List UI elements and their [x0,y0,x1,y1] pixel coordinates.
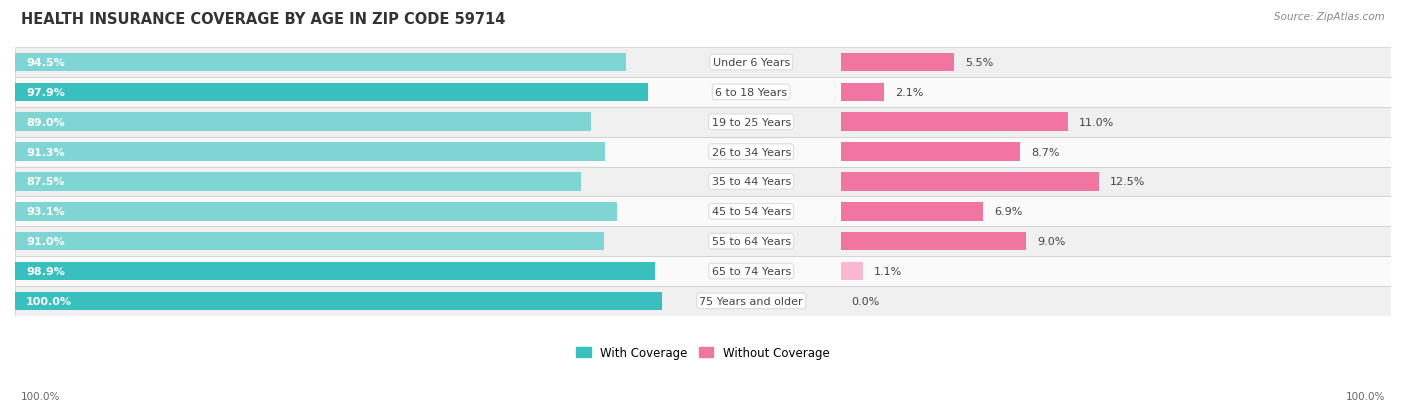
Text: 98.9%: 98.9% [25,266,65,276]
Bar [841,202,983,221]
Text: 91.0%: 91.0% [25,237,65,247]
Bar [15,48,1391,78]
Bar [15,113,591,132]
Bar [15,173,581,191]
Text: 26 to 34 Years: 26 to 34 Years [711,147,790,157]
Bar [841,173,1098,191]
Text: 100.0%: 100.0% [25,296,72,306]
Text: HEALTH INSURANCE COVERAGE BY AGE IN ZIP CODE 59714: HEALTH INSURANCE COVERAGE BY AGE IN ZIP … [21,12,506,27]
Text: 5.5%: 5.5% [965,58,994,68]
Bar [15,83,648,102]
Text: 87.5%: 87.5% [25,177,65,187]
Text: 6 to 18 Years: 6 to 18 Years [716,88,787,97]
Text: 89.0%: 89.0% [25,117,65,128]
Text: 65 to 74 Years: 65 to 74 Years [711,266,790,276]
Text: 35 to 44 Years: 35 to 44 Years [711,177,790,187]
Bar [15,54,626,72]
Bar [15,143,606,161]
Bar [15,78,1391,107]
Bar [15,167,1391,197]
Text: 93.1%: 93.1% [25,207,65,217]
Bar [15,286,1391,316]
Text: 0.0%: 0.0% [852,296,880,306]
Text: 1.1%: 1.1% [875,266,903,276]
Text: 6.9%: 6.9% [994,207,1022,217]
Bar [841,143,1021,161]
Bar [15,107,1391,138]
Bar [841,83,884,102]
Text: 100.0%: 100.0% [21,391,60,401]
Text: 55 to 64 Years: 55 to 64 Years [711,237,790,247]
Text: 94.5%: 94.5% [25,58,65,68]
Bar [841,113,1067,132]
Text: 12.5%: 12.5% [1109,177,1144,187]
Bar [15,202,617,221]
Bar [15,256,1391,286]
Text: 11.0%: 11.0% [1078,117,1114,128]
Text: 8.7%: 8.7% [1031,147,1060,157]
Bar [15,262,655,280]
Text: 9.0%: 9.0% [1038,237,1066,247]
Bar [15,197,1391,227]
Text: 100.0%: 100.0% [1346,391,1385,401]
Bar [841,54,955,72]
Text: 45 to 54 Years: 45 to 54 Years [711,207,790,217]
Text: Under 6 Years: Under 6 Years [713,58,790,68]
Bar [15,233,603,251]
Text: 97.9%: 97.9% [25,88,65,97]
Legend: With Coverage, Without Coverage: With Coverage, Without Coverage [572,342,834,364]
Bar [15,138,1391,167]
Bar [841,262,863,280]
Bar [841,233,1026,251]
Text: 91.3%: 91.3% [25,147,65,157]
Text: 75 Years and older: 75 Years and older [699,296,803,306]
Text: Source: ZipAtlas.com: Source: ZipAtlas.com [1274,12,1385,22]
Text: 2.1%: 2.1% [896,88,924,97]
Bar [15,292,662,310]
Text: 19 to 25 Years: 19 to 25 Years [711,117,790,128]
Bar [15,227,1391,256]
